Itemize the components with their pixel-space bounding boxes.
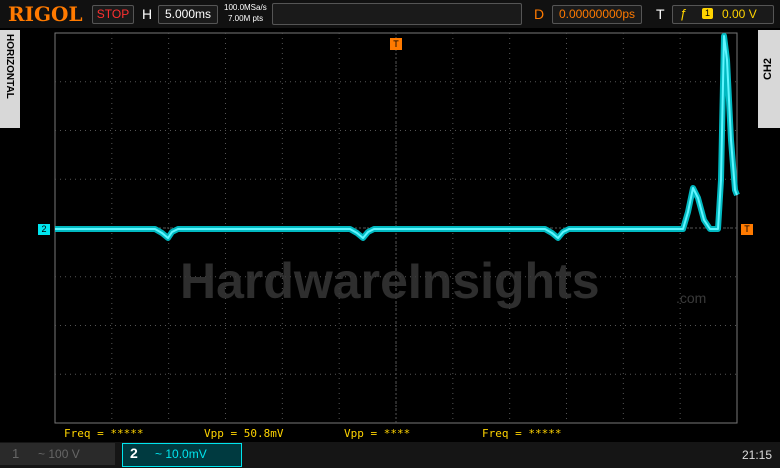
channel-2-box[interactable] — [122, 443, 242, 467]
clock: 21:15 — [742, 448, 773, 462]
run-state[interactable]: STOP — [92, 5, 134, 24]
watermark-suffix: .com — [676, 290, 707, 306]
memory-depth: 7.00M pts — [228, 14, 264, 23]
brand: RIGOL — [8, 2, 83, 26]
graticule — [54, 32, 740, 424]
channel-1-setting: ~ 100 V — [38, 447, 80, 461]
trigger-position-marker[interactable]: T — [390, 38, 402, 50]
channel-1-number: 1 — [12, 446, 20, 461]
trigger-source: 1 — [702, 8, 713, 19]
bottom-bar — [0, 442, 780, 468]
timebase[interactable]: 5.000ms — [158, 5, 218, 24]
trigger-level-marker[interactable]: T — [741, 224, 753, 235]
watermark: HardwareInsights — [180, 253, 600, 309]
waveform — [55, 35, 738, 239]
left-tab-label: HORIZONTAL — [4, 34, 15, 99]
memory-bar — [272, 3, 522, 25]
delay[interactable]: 0.00000000ps — [552, 5, 642, 24]
measurement: Freq = ***** — [482, 427, 562, 440]
channel-marker[interactable]: 2 — [38, 224, 50, 235]
trigger-label: T — [656, 6, 665, 22]
measurement: Vpp = **** — [344, 427, 411, 440]
trigger-edge: ƒ — [680, 6, 688, 21]
timebase-label: H — [142, 6, 153, 22]
right-tab[interactable] — [758, 30, 780, 128]
channel-1-box[interactable] — [0, 443, 115, 465]
channel-2-setting: ~ 10.0mV — [155, 447, 207, 461]
measurement: Freq = ***** — [64, 427, 144, 440]
delay-label: D — [534, 6, 545, 22]
trigger-box[interactable] — [672, 5, 774, 24]
trigger-level: 0.00 V — [722, 7, 757, 21]
channel-2-number: 2 — [130, 445, 138, 461]
left-tab[interactable] — [0, 30, 20, 128]
sample-rate: 100.0MSa/s — [224, 3, 267, 12]
measurement: Vpp = 50.8mV — [204, 427, 284, 440]
